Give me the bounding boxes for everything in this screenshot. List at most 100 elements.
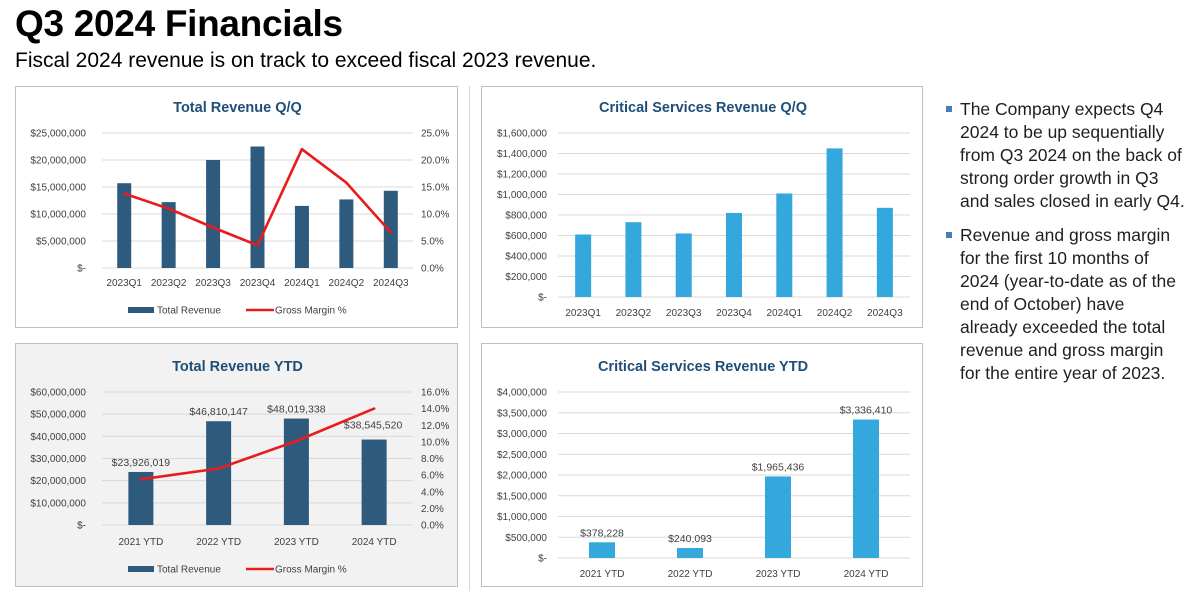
x-tick-label: 2024Q3	[373, 278, 409, 289]
y-tick-label: $10,000,000	[30, 210, 86, 221]
y-tick-label: $20,000,000	[30, 156, 86, 167]
commentary-item: The Company expects Q4 2024 to be up seq…	[946, 98, 1186, 213]
page-title: Q3 2024 Financials	[15, 3, 343, 44]
y2-tick-label: 10.0%	[421, 210, 449, 221]
y-tick-label: $10,000,000	[30, 498, 86, 509]
x-tick-label: 2022 YTD	[196, 537, 241, 548]
legend-swatch-bar	[128, 307, 154, 313]
data-label: $38,545,520	[344, 420, 403, 432]
legend-label: Gross Margin %	[275, 306, 347, 317]
y2-tick-label: 8.0%	[421, 454, 444, 465]
line-point	[217, 467, 220, 470]
total-revenue-qq-chart: Total Revenue Q/Q $- $5,000,000 $10,000,000…	[15, 86, 458, 328]
y-tick-label: $3,000,000	[497, 429, 547, 440]
x-tick-label: 2023Q3	[195, 278, 231, 289]
line-point	[167, 207, 170, 210]
bar	[575, 234, 592, 297]
y2-tick-label: 16.0%	[421, 388, 449, 399]
total-revenue-qq-svg: Total Revenue Q/Q $- $5,000,000 $10,000,000…	[30, 100, 449, 317]
y-tick-label: $-	[538, 293, 547, 304]
y-tick-label: $4,000,000	[497, 388, 547, 399]
data-label: $1,965,436	[752, 461, 805, 473]
y-tick-label: $-	[538, 554, 547, 565]
x-tick-label: 2024Q2	[817, 308, 853, 319]
y-tick-label: $60,000,000	[30, 388, 86, 399]
y-tick-label: $2,000,000	[497, 471, 547, 482]
x-tick-label: 2023 YTD	[756, 569, 801, 580]
bar	[876, 207, 893, 297]
bar	[383, 190, 398, 268]
chart-title: Critical Services Revenue YTD	[598, 359, 808, 375]
y-tick-label: $15,000,000	[30, 183, 86, 194]
critical-services-qq-chart: Critical Services Revenue Q/Q $- $200,000 $…	[481, 86, 923, 328]
bar	[589, 542, 615, 558]
x-tick-label: 2024Q2	[329, 278, 365, 289]
y2-tick-label: 0.0%	[421, 521, 444, 532]
data-label: $378,228	[580, 527, 624, 539]
line-point	[211, 226, 215, 229]
bar	[206, 160, 221, 268]
y2-tick-label: 20.0%	[421, 156, 449, 167]
y-tick-label: $400,000	[505, 252, 547, 263]
x-tick-label: 2024Q3	[867, 308, 903, 319]
x-tick-label: 2023Q2	[151, 278, 187, 289]
y-tick-label: $25,000,000	[30, 129, 86, 140]
chart-title: Total Revenue Q/Q	[173, 100, 302, 116]
bar	[161, 202, 176, 268]
y-tick-label: $1,200,000	[497, 170, 547, 181]
x-tick-label: 2023Q2	[616, 308, 652, 319]
bar	[250, 146, 265, 268]
total-revenue-ytd-chart: Total Revenue YTD $- $10,000,000 $20,000,00…	[15, 343, 458, 587]
y-tick-label: $40,000,000	[30, 432, 86, 443]
x-tick-label: 2023Q1	[565, 308, 601, 319]
y-tick-label: $20,000,000	[30, 476, 86, 487]
y2-tick-label: 0.0%	[421, 264, 444, 275]
data-label: $46,810,147	[189, 406, 248, 418]
y2-tick-label: 10.0%	[421, 437, 449, 448]
bar	[675, 233, 692, 297]
line-point	[295, 439, 298, 443]
bar	[625, 222, 642, 297]
x-tick-label: 2023Q4	[240, 278, 276, 289]
y-tick-label: $800,000	[505, 211, 547, 222]
panel-divider	[469, 86, 470, 591]
line-point	[122, 192, 126, 195]
data-label: $23,926,019	[112, 457, 171, 469]
chart-title: Total Revenue YTD	[172, 359, 303, 375]
y-tick-label: $1,500,000	[497, 491, 547, 502]
bar	[361, 439, 387, 525]
bar	[339, 199, 354, 268]
y-tick-label: $1,000,000	[497, 190, 547, 201]
y2-tick-label: 6.0%	[421, 471, 444, 482]
y2-tick-label: 15.0%	[421, 183, 449, 194]
commentary-text: Revenue and gross margin for the first 1…	[960, 225, 1176, 383]
x-tick-label: 2024Q1	[766, 308, 802, 319]
y2-tick-label: 2.0%	[421, 504, 444, 515]
chart-title: Critical Services Revenue Q/Q	[599, 100, 807, 116]
commentary-list: The Company expects Q4 2024 to be up seq…	[946, 98, 1186, 396]
y2-tick-label: 4.0%	[421, 487, 444, 498]
data-label: $3,336,410	[840, 405, 893, 417]
y-tick-label: $1,600,000	[497, 129, 547, 140]
y-tick-label: $5,000,000	[36, 237, 86, 248]
x-tick-label: 2021 YTD	[580, 569, 625, 580]
total-revenue-ytd-svg: Total Revenue YTD $- $10,000,000 $20,000,00…	[30, 359, 449, 576]
legend-label: Gross Margin %	[275, 565, 347, 576]
bar	[283, 418, 309, 525]
x-tick-label: 2024Q1	[284, 278, 320, 289]
y-tick-label: $200,000	[505, 272, 547, 283]
bar	[294, 205, 309, 268]
y-tick-label: $-	[77, 264, 86, 275]
data-label: $240,093	[668, 533, 712, 545]
bar	[776, 193, 793, 297]
line-point	[389, 231, 393, 234]
data-label: $48,019,338	[267, 404, 326, 416]
bullet-square-icon	[946, 106, 952, 112]
bar	[826, 148, 843, 297]
critical-services-ytd-chart: Critical Services Revenue YTD $- $500,000 $…	[481, 343, 923, 587]
x-tick-label: 2024 YTD	[844, 569, 889, 580]
y-tick-label: $-	[77, 521, 86, 532]
bar	[206, 421, 232, 525]
y2-tick-label: 25.0%	[421, 129, 449, 140]
y-tick-label: $1,400,000	[497, 149, 547, 160]
